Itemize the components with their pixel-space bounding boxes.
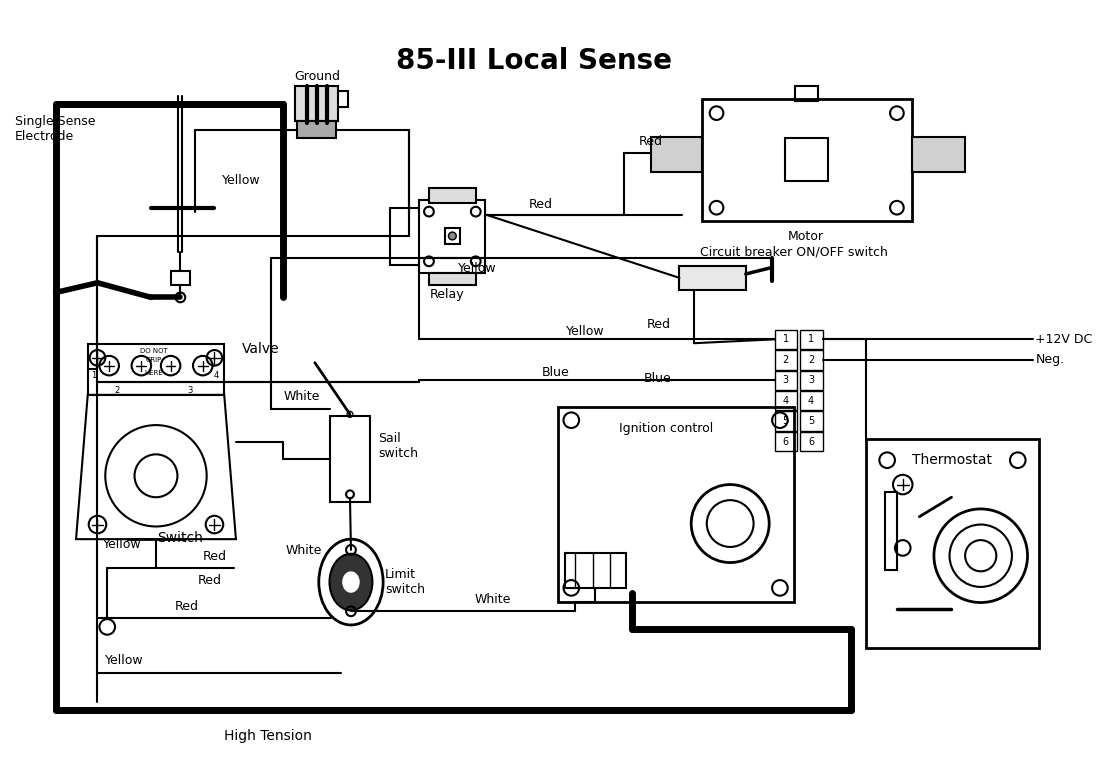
Text: Red: Red bbox=[647, 318, 670, 331]
Text: 4: 4 bbox=[782, 395, 789, 406]
Bar bbox=[429, 188, 476, 203]
Text: Switch: Switch bbox=[157, 531, 203, 545]
Bar bbox=[702, 100, 912, 222]
Text: Yellow: Yellow bbox=[223, 174, 261, 187]
Bar bbox=[866, 438, 1039, 648]
Bar bbox=[801, 330, 823, 349]
Text: +12V DC: +12V DC bbox=[1036, 333, 1093, 346]
Bar bbox=[774, 370, 798, 390]
Text: Sail
switch: Sail switch bbox=[378, 431, 418, 459]
Bar bbox=[801, 391, 823, 410]
Bar bbox=[801, 370, 823, 390]
Bar bbox=[329, 417, 371, 502]
Text: 6: 6 bbox=[808, 437, 814, 447]
Text: Red: Red bbox=[203, 550, 226, 563]
Bar bbox=[774, 432, 798, 452]
Text: Circuit breaker ON/OFF switch: Circuit breaker ON/OFF switch bbox=[700, 245, 887, 258]
Bar bbox=[801, 411, 823, 431]
Text: Red: Red bbox=[176, 600, 200, 613]
Text: Yellow: Yellow bbox=[102, 537, 142, 551]
Text: GRIP: GRIP bbox=[146, 356, 162, 363]
Text: Red: Red bbox=[638, 135, 663, 148]
Text: 5: 5 bbox=[782, 417, 789, 426]
Bar bbox=[171, 271, 190, 285]
Text: DO NOT: DO NOT bbox=[140, 348, 168, 354]
Bar bbox=[801, 350, 823, 370]
Bar bbox=[429, 273, 476, 285]
Bar bbox=[679, 266, 746, 289]
Text: Yellow: Yellow bbox=[459, 261, 497, 275]
Text: 6: 6 bbox=[782, 437, 789, 447]
Bar bbox=[784, 139, 827, 182]
Text: 3: 3 bbox=[808, 375, 814, 385]
Text: 85-III Local Sense: 85-III Local Sense bbox=[396, 47, 672, 75]
Bar bbox=[295, 86, 338, 121]
Text: Limit
switch: Limit switch bbox=[385, 568, 425, 596]
Bar bbox=[885, 492, 897, 570]
Bar bbox=[912, 136, 965, 172]
Text: Ignition control: Ignition control bbox=[619, 421, 713, 434]
Text: Blue: Blue bbox=[644, 372, 671, 385]
Bar bbox=[444, 229, 460, 244]
Bar bbox=[88, 344, 224, 395]
Bar bbox=[297, 121, 337, 139]
Bar bbox=[774, 330, 798, 349]
Text: Ground: Ground bbox=[294, 69, 340, 83]
Text: 1: 1 bbox=[782, 335, 789, 344]
Bar bbox=[794, 86, 818, 101]
Text: Relay: Relay bbox=[430, 288, 465, 301]
Text: 3: 3 bbox=[188, 386, 193, 395]
Text: Valve: Valve bbox=[241, 342, 280, 356]
Text: White: White bbox=[284, 390, 320, 403]
Text: Single Sense
Electrode: Single Sense Electrode bbox=[14, 115, 95, 143]
Text: 3: 3 bbox=[782, 375, 789, 385]
Bar bbox=[557, 406, 793, 601]
Text: 1: 1 bbox=[91, 370, 97, 380]
Text: 1: 1 bbox=[808, 335, 814, 344]
Text: Neg.: Neg. bbox=[1036, 353, 1064, 367]
Text: White: White bbox=[474, 593, 510, 606]
Text: 2: 2 bbox=[114, 386, 120, 395]
Bar bbox=[652, 136, 702, 172]
Text: 2: 2 bbox=[782, 355, 789, 365]
Text: 4: 4 bbox=[214, 370, 219, 380]
Bar bbox=[565, 553, 626, 588]
Text: High Tension: High Tension bbox=[224, 729, 312, 743]
Text: White: White bbox=[285, 544, 321, 558]
Bar bbox=[774, 350, 798, 370]
Text: Red: Red bbox=[529, 198, 553, 211]
Text: Red: Red bbox=[197, 573, 222, 587]
Text: Yellow: Yellow bbox=[105, 654, 144, 667]
Bar bbox=[801, 432, 823, 452]
Text: Yellow: Yellow bbox=[566, 325, 604, 338]
Bar bbox=[774, 391, 798, 410]
Circle shape bbox=[449, 232, 456, 240]
Text: Blue: Blue bbox=[542, 366, 569, 379]
Bar bbox=[419, 200, 486, 273]
Text: Motor: Motor bbox=[789, 230, 824, 243]
Text: 4: 4 bbox=[808, 395, 814, 406]
Bar bbox=[774, 411, 798, 431]
Ellipse shape bbox=[342, 571, 360, 593]
Text: Thermostat: Thermostat bbox=[913, 453, 993, 467]
Text: 5: 5 bbox=[808, 417, 814, 426]
Text: HERE: HERE bbox=[145, 370, 163, 377]
Text: 2: 2 bbox=[808, 355, 814, 365]
Ellipse shape bbox=[329, 554, 372, 610]
